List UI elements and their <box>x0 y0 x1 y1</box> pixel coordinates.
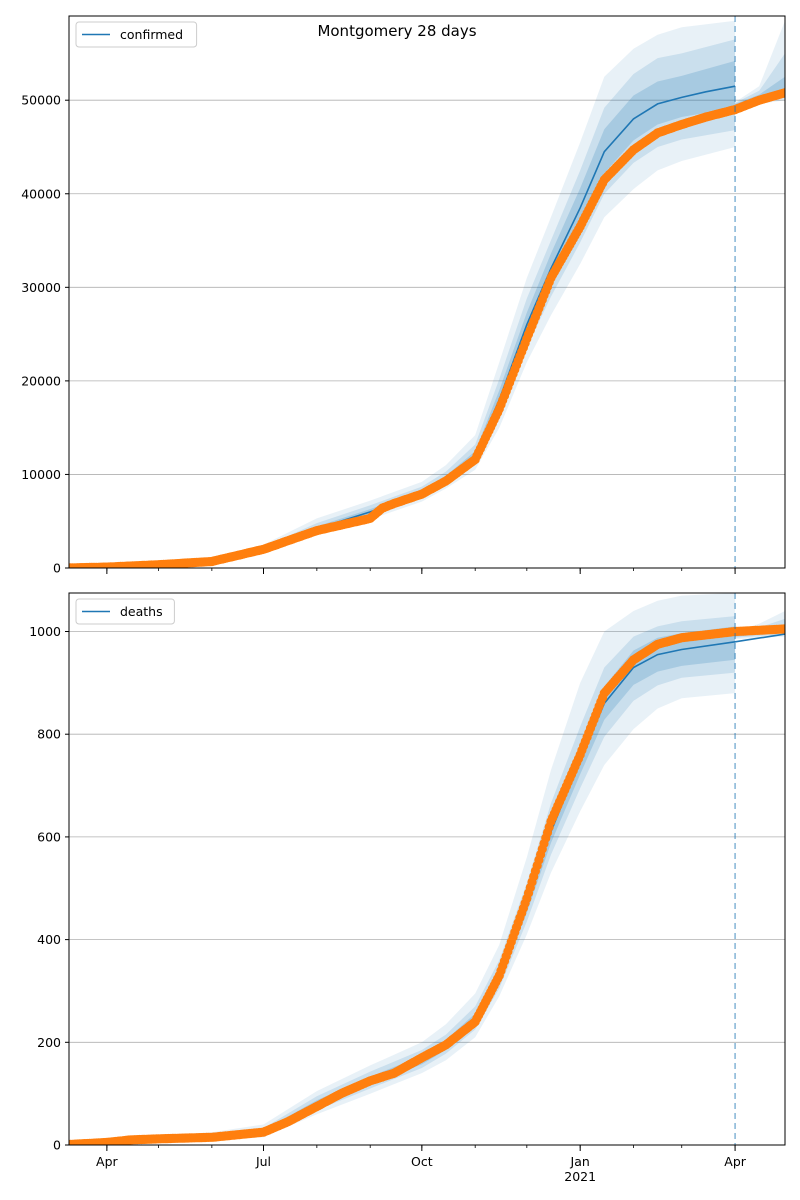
y-tick-label: 50000 <box>21 93 61 108</box>
figure-title: Montgomery 28 days <box>317 22 476 40</box>
uncertainty-band <box>69 616 736 1145</box>
observed-point <box>780 88 785 98</box>
y-tick-label: 800 <box>37 727 61 742</box>
uncertainty-band <box>69 39 736 568</box>
y-tick-label: 40000 <box>21 186 61 201</box>
legend-label: deaths <box>120 604 163 619</box>
y-tick-label: 20000 <box>21 373 61 388</box>
uncertainty-band <box>69 20 736 568</box>
plot-area <box>69 20 785 568</box>
legend-label: confirmed <box>120 27 183 42</box>
y-tick-label: 400 <box>37 932 61 947</box>
uncertainty-band <box>69 593 736 1145</box>
y-tick-label: 0 <box>53 561 61 576</box>
uncertainty-band <box>69 60 736 568</box>
x-tick-label: Jan <box>570 1154 590 1169</box>
x-tick-label: Apr <box>724 1154 746 1169</box>
axes-frame <box>68 592 786 1146</box>
chart-panel-confirmed: 0 10000 20000 30000 40000 50000 confirmed <box>21 15 786 576</box>
legend: deaths <box>75 598 175 625</box>
x-tick-label: Oct <box>411 1154 433 1169</box>
legend: confirmed <box>75 21 198 48</box>
plot-area <box>69 593 785 1145</box>
y-tick-label: 0 <box>53 1138 61 1153</box>
y-tick-label: 10000 <box>21 467 61 482</box>
x-tick-label: Jul <box>255 1154 271 1169</box>
observed-point <box>780 624 785 634</box>
y-tick-label: 600 <box>37 829 61 844</box>
legend-box <box>75 598 175 625</box>
y-tick-label: 30000 <box>21 280 61 295</box>
axes-frame <box>68 15 786 569</box>
y-tick-label: 200 <box>37 1035 61 1050</box>
y-tick-label: 1000 <box>29 624 61 639</box>
forecast-band <box>735 20 785 108</box>
legend-box <box>75 21 198 48</box>
x-tick-label: Apr <box>96 1154 118 1169</box>
x-tick-sublabel: 2021 <box>564 1169 596 1184</box>
